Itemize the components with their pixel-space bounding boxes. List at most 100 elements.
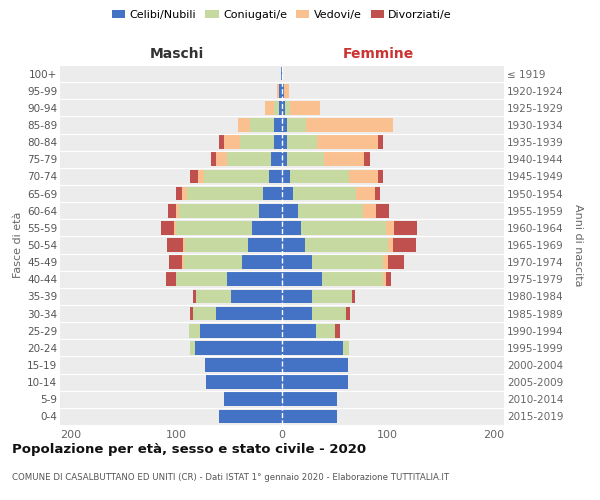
Bar [248, 238, 282, 252]
Bar [187, 186, 263, 200]
Bar [269, 170, 282, 183]
Bar [279, 101, 282, 114]
Bar [301, 221, 386, 234]
Bar [343, 341, 349, 354]
Bar [193, 290, 196, 304]
Bar [322, 272, 383, 286]
Bar [250, 118, 274, 132]
Bar [227, 152, 271, 166]
Bar [311, 290, 352, 304]
Bar [293, 186, 356, 200]
Bar [179, 204, 259, 218]
Bar [346, 306, 350, 320]
Bar [282, 204, 298, 218]
Bar [259, 204, 282, 218]
Bar [274, 118, 282, 132]
Bar [242, 256, 282, 269]
Bar [169, 256, 182, 269]
Text: COMUNE DI CASALBUTTANO ED UNITI (CR) - Dati ISTAT 1° gennaio 2020 - Elaborazione: COMUNE DI CASALBUTTANO ED UNITI (CR) - D… [12, 472, 449, 482]
Bar [282, 256, 311, 269]
Bar [290, 170, 349, 183]
Bar [311, 306, 346, 320]
Bar [282, 238, 305, 252]
Bar [364, 204, 376, 218]
Bar [311, 256, 383, 269]
Bar [335, 324, 340, 338]
Bar [182, 238, 185, 252]
Bar [176, 272, 227, 286]
Bar [227, 272, 282, 286]
Bar [240, 136, 274, 149]
Bar [287, 118, 307, 132]
Bar [290, 101, 320, 114]
Bar [282, 136, 287, 149]
Bar [317, 136, 378, 149]
Bar [161, 221, 174, 234]
Bar [285, 101, 290, 114]
Bar [282, 392, 337, 406]
Bar [282, 290, 311, 304]
Bar [386, 221, 394, 234]
Bar [189, 324, 200, 338]
Bar [274, 101, 279, 114]
Bar [205, 358, 282, 372]
Bar [190, 170, 199, 183]
Bar [193, 306, 217, 320]
Bar [185, 238, 248, 252]
Bar [217, 152, 227, 166]
Bar [174, 221, 176, 234]
Bar [224, 136, 240, 149]
Bar [316, 324, 335, 338]
Bar [176, 204, 179, 218]
Text: Femmine: Femmine [343, 47, 413, 61]
Bar [253, 221, 282, 234]
Bar [196, 290, 231, 304]
Bar [287, 136, 317, 149]
Bar [238, 118, 250, 132]
Legend: Celibi/Nubili, Coniugati/e, Vedovi/e, Divorziati/e: Celibi/Nubili, Coniugati/e, Vedovi/e, Di… [107, 6, 457, 25]
Bar [184, 256, 242, 269]
Bar [206, 376, 282, 389]
Bar [190, 341, 196, 354]
Bar [305, 238, 388, 252]
Bar [282, 272, 322, 286]
Bar [287, 152, 324, 166]
Bar [166, 272, 176, 286]
Bar [364, 152, 370, 166]
Bar [217, 306, 282, 320]
Bar [199, 170, 204, 183]
Bar [352, 290, 355, 304]
Bar [298, 204, 364, 218]
Bar [378, 170, 383, 183]
Bar [274, 136, 282, 149]
Bar [282, 152, 287, 166]
Bar [265, 101, 274, 114]
Bar [218, 136, 224, 149]
Bar [375, 186, 380, 200]
Bar [376, 204, 389, 218]
Bar [349, 170, 378, 183]
Bar [383, 256, 388, 269]
Bar [176, 186, 182, 200]
Bar [204, 170, 269, 183]
Bar [282, 101, 285, 114]
Bar [282, 376, 347, 389]
Bar [196, 341, 282, 354]
Bar [190, 306, 193, 320]
Bar [282, 410, 337, 424]
Bar [388, 238, 393, 252]
Bar [167, 238, 182, 252]
Bar [307, 118, 393, 132]
Bar [277, 84, 279, 98]
Bar [383, 272, 386, 286]
Bar [386, 272, 391, 286]
Bar [282, 341, 343, 354]
Bar [182, 186, 187, 200]
Bar [182, 256, 184, 269]
Bar [211, 152, 217, 166]
Bar [282, 306, 311, 320]
Bar [176, 221, 253, 234]
Bar [388, 256, 404, 269]
Bar [394, 221, 418, 234]
Text: Popolazione per età, sesso e stato civile - 2020: Popolazione per età, sesso e stato civil… [12, 442, 366, 456]
